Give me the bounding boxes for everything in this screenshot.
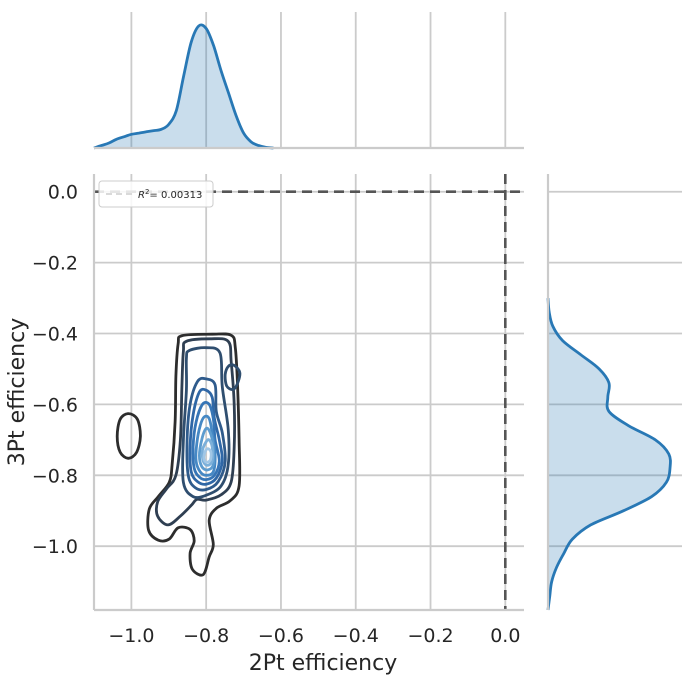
joint-panel: −1.0 −0.8 −0.6 −0.4 −0.2 0.0 0.0−0.2−0.4−0.6−… bbox=[5, 174, 524, 676]
contour-level-2 bbox=[154, 337, 236, 527]
y-tick-label: −0.8 bbox=[32, 465, 78, 487]
right-marginal-gridlines bbox=[548, 190, 682, 548]
kde-contours bbox=[115, 332, 242, 577]
contour-level-5 bbox=[188, 387, 224, 486]
contour-level-8 bbox=[198, 426, 216, 472]
x-tick-label: −0.6 bbox=[258, 625, 304, 647]
x-tick-label: −0.4 bbox=[333, 625, 379, 647]
top-marginal-density-fill bbox=[94, 24, 274, 148]
x-tick-label: 0.0 bbox=[490, 625, 520, 647]
top-marginal-panel bbox=[93, 12, 524, 150]
y-tick-labels: 0.0 −0.2 −0.4 −0.6 −0.8 −1.0 bbox=[32, 182, 78, 558]
contour-level-9 bbox=[200, 438, 215, 467]
y-tick-label: −0.4 bbox=[32, 324, 78, 346]
y-tick-label: −0.2 bbox=[32, 253, 78, 275]
y-tick-label: −0.6 bbox=[32, 394, 78, 416]
x-tick-label: −0.2 bbox=[407, 625, 453, 647]
x-tick-label: −1.0 bbox=[108, 625, 154, 647]
top-marginal-density-line bbox=[93, 23, 274, 150]
y-tick-label: 0.0 bbox=[48, 182, 78, 204]
legend-label-value: = 0.00313 bbox=[149, 190, 202, 201]
contour-level-3 bbox=[181, 346, 231, 499]
axis-spines bbox=[92, 174, 524, 612]
contour-level-6 bbox=[191, 401, 221, 482]
contour-level-10 bbox=[202, 447, 213, 464]
legend-label-exponent: 2 bbox=[145, 188, 149, 196]
contour-level-1 bbox=[115, 412, 142, 460]
contour-level-7 bbox=[194, 414, 217, 477]
reference-lines bbox=[94, 174, 524, 610]
legend-frame bbox=[98, 180, 214, 208]
legend: R2= 0.00313 bbox=[98, 180, 214, 208]
x-tick-labels: −1.0 −0.8 −0.6 −0.4 −0.2 0.0 bbox=[108, 625, 520, 647]
y-axis-label: 3Pt efficiency bbox=[5, 318, 30, 467]
legend-label: R2= 0.00313 bbox=[138, 188, 202, 201]
joint-gridlines bbox=[94, 174, 524, 610]
right-marginal-density-line bbox=[546, 297, 672, 611]
x-axis-label: 2Pt efficiency bbox=[249, 651, 398, 676]
contour-level-1 bbox=[146, 332, 242, 577]
contour-level-4 bbox=[185, 376, 227, 492]
y-tick-label: −1.0 bbox=[32, 536, 78, 558]
contour-level-3 bbox=[223, 363, 242, 391]
right-marginal-panel bbox=[546, 174, 682, 611]
top-marginal-gridlines bbox=[130, 12, 507, 148]
x-tick-label: −0.8 bbox=[183, 625, 229, 647]
legend-label-prefix: R bbox=[138, 190, 145, 201]
